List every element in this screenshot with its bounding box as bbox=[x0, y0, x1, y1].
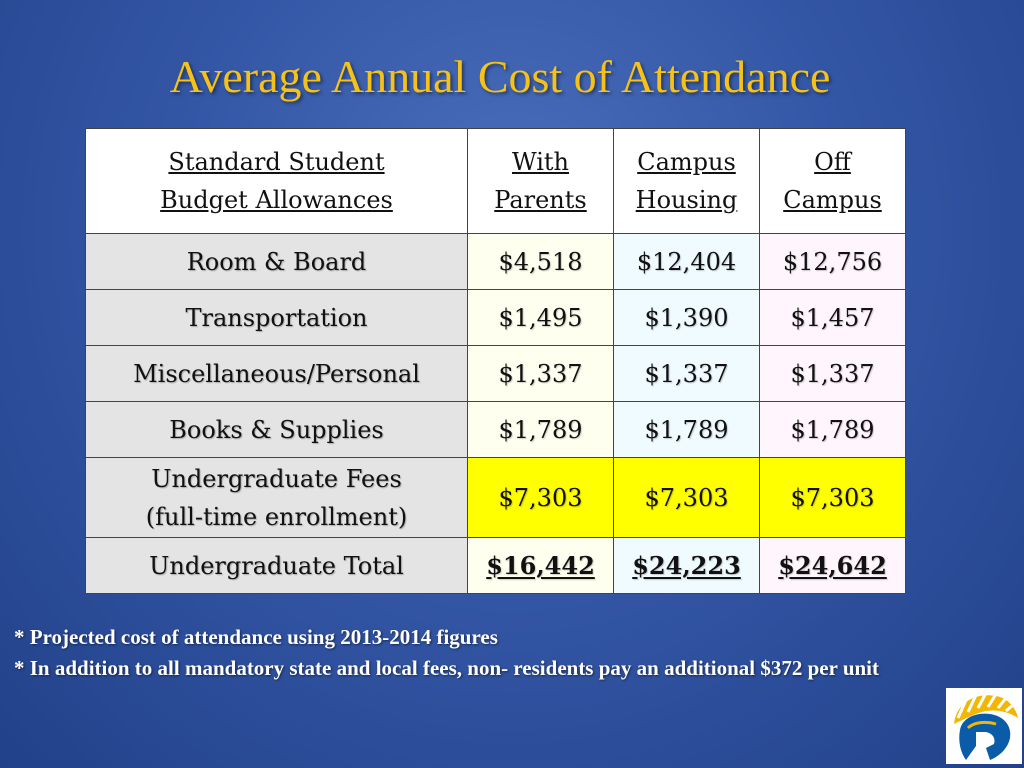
cell-campus-housing: $1,789 bbox=[613, 401, 760, 458]
row-label-undergraduate-fees: Undergraduate Fees (full-time enrollment… bbox=[85, 457, 468, 538]
cell-with-parents: $1,789 bbox=[467, 401, 614, 458]
cell-with-parents: $16,442 bbox=[467, 537, 614, 594]
cell-off-campus: $24,642 bbox=[759, 537, 906, 594]
table-row: Miscellaneous/Personal $1,337 $1,337 $1,… bbox=[85, 345, 906, 402]
footnotes: * Projected cost of attendance using 201… bbox=[14, 622, 1004, 684]
footnote-projected-cost: * Projected cost of attendance using 201… bbox=[14, 625, 498, 649]
cost-table: Standard Student Budget Allowances With … bbox=[85, 128, 906, 594]
row-label-miscellaneous: Miscellaneous/Personal bbox=[85, 345, 468, 402]
cell-campus-housing: $24,223 bbox=[613, 537, 760, 594]
header-off-campus: Off Campus bbox=[759, 128, 906, 234]
table-row: Books & Supplies $1,789 $1,789 $1,789 bbox=[85, 401, 906, 458]
cell-with-parents: $1,337 bbox=[467, 345, 614, 402]
cell-campus-housing: $12,404 bbox=[613, 233, 760, 290]
cell-with-parents: $4,518 bbox=[467, 233, 614, 290]
table-header-row: Standard Student Budget Allowances With … bbox=[85, 128, 906, 234]
cell-campus-housing: $1,390 bbox=[613, 289, 760, 346]
footnote-non-resident-fee: * In addition to all mandatory state and… bbox=[14, 656, 879, 680]
cell-off-campus: $1,337 bbox=[759, 345, 906, 402]
row-label-room-board: Room & Board bbox=[85, 233, 468, 290]
spartan-helmet-icon bbox=[954, 692, 1018, 760]
cell-campus-housing: $1,337 bbox=[613, 345, 760, 402]
row-label-transportation: Transportation bbox=[85, 289, 468, 346]
table-row: Undergraduate Fees (full-time enrollment… bbox=[85, 457, 906, 538]
table-row: Room & Board $4,518 $12,404 $12,756 bbox=[85, 233, 906, 290]
cell-off-campus: $7,303 bbox=[759, 457, 906, 538]
table-row-total: Undergraduate Total $16,442 $24,223 $24,… bbox=[85, 537, 906, 594]
row-label-undergraduate-total: Undergraduate Total bbox=[85, 537, 468, 594]
spartan-helmet-logo-icon bbox=[946, 688, 1022, 764]
page-title: Average Annual Cost of Attendance bbox=[169, 51, 831, 102]
cell-off-campus: $1,457 bbox=[759, 289, 906, 346]
cell-off-campus: $12,756 bbox=[759, 233, 906, 290]
header-budget-allowances: Standard Student Budget Allowances bbox=[85, 128, 468, 234]
row-label-books-supplies: Books & Supplies bbox=[85, 401, 468, 458]
header-with-parents: With Parents bbox=[467, 128, 614, 234]
cell-with-parents: $1,495 bbox=[467, 289, 614, 346]
header-campus-housing: Campus Housing bbox=[613, 128, 760, 234]
table-row: Transportation $1,495 $1,390 $1,457 bbox=[85, 289, 906, 346]
cell-with-parents: $7,303 bbox=[467, 457, 614, 538]
cell-campus-housing: $7,303 bbox=[613, 457, 760, 538]
cell-off-campus: $1,789 bbox=[759, 401, 906, 458]
